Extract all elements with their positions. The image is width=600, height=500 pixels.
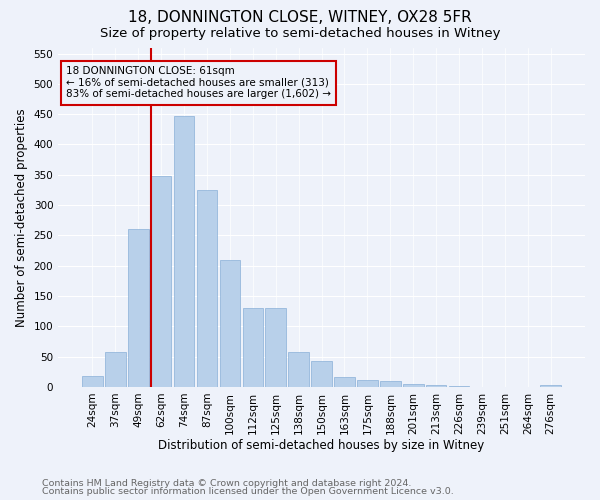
- Bar: [82, 376, 103, 387]
- Text: Size of property relative to semi-detached houses in Witney: Size of property relative to semi-detach…: [100, 28, 500, 40]
- X-axis label: Distribution of semi-detached houses by size in Witney: Distribution of semi-detached houses by …: [158, 440, 485, 452]
- Bar: [151, 176, 172, 387]
- Bar: [311, 362, 332, 387]
- Text: Contains HM Land Registry data © Crown copyright and database right 2024.: Contains HM Land Registry data © Crown c…: [42, 478, 412, 488]
- Bar: [403, 384, 424, 387]
- Bar: [289, 352, 309, 387]
- Text: 18 DONNINGTON CLOSE: 61sqm
← 16% of semi-detached houses are smaller (313)
83% o: 18 DONNINGTON CLOSE: 61sqm ← 16% of semi…: [66, 66, 331, 100]
- Bar: [357, 380, 378, 387]
- Bar: [541, 384, 561, 387]
- Bar: [380, 381, 401, 387]
- Bar: [265, 308, 286, 387]
- Bar: [426, 385, 446, 387]
- Text: 18, DONNINGTON CLOSE, WITNEY, OX28 5FR: 18, DONNINGTON CLOSE, WITNEY, OX28 5FR: [128, 10, 472, 25]
- Bar: [174, 116, 194, 387]
- Bar: [242, 308, 263, 387]
- Bar: [449, 386, 469, 387]
- Bar: [105, 352, 125, 387]
- Bar: [334, 376, 355, 387]
- Y-axis label: Number of semi-detached properties: Number of semi-detached properties: [15, 108, 28, 326]
- Bar: [197, 190, 217, 387]
- Bar: [220, 260, 240, 387]
- Text: Contains public sector information licensed under the Open Government Licence v3: Contains public sector information licen…: [42, 487, 454, 496]
- Bar: [128, 230, 149, 387]
